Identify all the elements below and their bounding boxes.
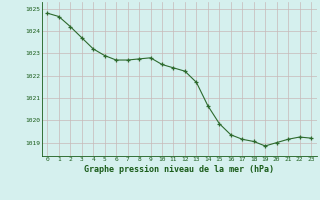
X-axis label: Graphe pression niveau de la mer (hPa): Graphe pression niveau de la mer (hPa): [84, 165, 274, 174]
